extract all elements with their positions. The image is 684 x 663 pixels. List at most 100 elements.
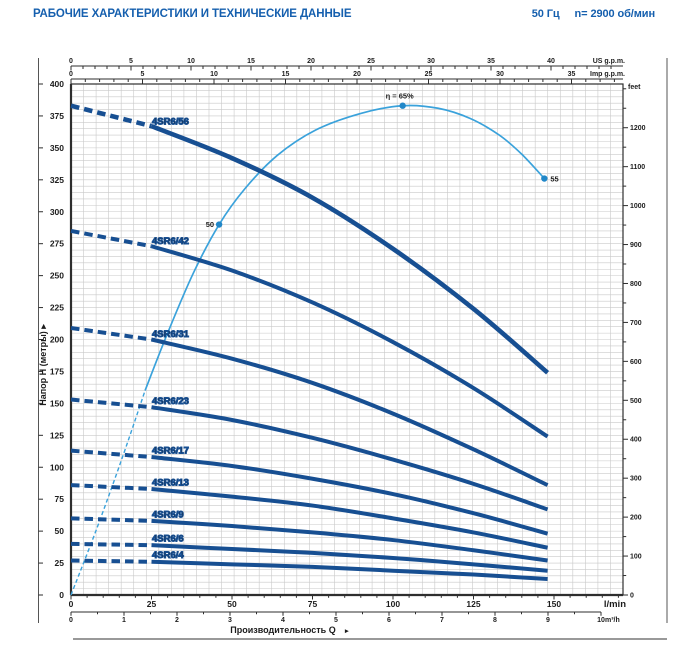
curve-label: 4SR6/9 [152,509,184,520]
tick-label: 2 [175,617,179,624]
series-4SR6-6: 4SR6/6 [70,533,548,573]
curve-label: 4SR6/31 [152,329,190,340]
tick-label: 35 [568,71,576,78]
efficiency-point [399,102,406,109]
axis-unit-label: US g.p.m. [593,58,625,65]
efficiency-marker-label: η = 65% [386,92,414,101]
tick-label: 75 [308,599,318,609]
tick-label: 20 [307,58,315,65]
tick-label: 300 [50,207,64,217]
axis-unit-label: feet [628,84,641,91]
chart-header: РАБОЧИЕ ХАРАКТЕРИСТИКИ И ТЕХНИЧЕСКИЕ ДАН… [0,8,684,20]
tick-label: 100 [630,554,642,561]
x-axis-title-label: Производительность Q [230,625,335,635]
tick-label: 900 [630,242,642,249]
frequency-label: 50 Гц [531,8,560,20]
efficiency-curve [70,104,545,596]
tick-label: 25 [425,71,433,78]
tick-label: 25 [55,558,65,568]
tick-label: 50 [227,599,237,609]
curve-solid [151,337,549,487]
axis-l-min: 0 25 50 75 100 125 150 l/min [69,595,626,610]
curve-solid [151,405,549,512]
tick-label: 5 [334,617,338,624]
axis-imp-gpm: 0 5 10 15 20 25 30 35 Imp g.p.m. [69,71,625,84]
tick-label: 1100 [630,164,645,171]
x-axis-arrow-icon: ▸ [344,628,349,635]
axis-m3-h: 0 1 2 3 4 5 6 7 8 9 10 m³/h [69,611,620,624]
curve-dashed [70,228,152,249]
efficiency-point [215,221,223,228]
tick-label: 25 [147,599,157,609]
tick-label: 0 [69,617,73,624]
tick-label: 150 [547,599,561,609]
tick-label: 100 [386,599,400,609]
y-axis-title: Напор H (метры) ▸ [38,324,48,406]
tick-label: 0 [69,599,74,609]
tick-label: 8 [493,617,497,624]
tick-label: 25 [367,58,375,65]
curve-dashed [70,103,153,129]
curve-dashed [70,558,152,564]
tick-label: 375 [50,111,64,121]
axis-us-gpm: 0 5 10 15 20 25 30 35 40 US g.p.m. [69,58,625,71]
tick-label: 400 [50,79,64,89]
tick-label: 0 [59,590,64,600]
tick-label: 15 [247,58,255,65]
tick-label: 9 [546,617,550,624]
curve-solid [150,244,549,439]
curve-dashed [70,448,152,460]
tick-label: 20 [353,71,361,78]
tick-label: 5 [141,71,145,78]
tick-label: 700 [630,320,642,327]
grid [71,84,623,595]
tick-label: 50 [55,526,65,536]
curve-solid [151,559,548,582]
tick-label: 200 [50,335,64,345]
tick-label: 1200 [630,125,646,132]
curve-solid [151,518,548,563]
frame-rules [38,58,668,640]
axis-feet: 0 100 200 300 400 500 600 700 800 900 1000 1100 1200… [623,84,646,600]
x-axis-title: Производительность Q ▸ [230,625,349,635]
series-4SR6-13: 4SR6/13 [70,477,548,550]
curve-label: 4SR6/13 [152,478,189,489]
tick-label: 125 [50,430,64,440]
tick-label: 10 [187,58,195,65]
speed-label: n= 2900 об/мин [574,8,656,20]
tick-label: 1 [122,617,126,624]
tick-label: 600 [630,359,642,366]
tick-label: 100 [50,462,64,472]
tick-label: 0 [69,58,73,65]
axis-unit-label: l/min [604,599,626,610]
tick-label: 75 [55,494,65,504]
series-curves: 4SR6/56 4SR6/42 4SR6/31 4SR6/23 4SR6/17 4SR6/… [70,103,550,582]
curve-label: 4SR6/17 [152,446,189,457]
curve-dashed [70,516,152,523]
tick-label: 800 [630,281,642,288]
series-4SR6-9: 4SR6/9 [70,509,548,563]
tick-label: 300 [630,476,642,483]
curve-dashed [70,326,152,342]
curve-solid [151,455,549,536]
tick-label: 200 [630,515,642,522]
tick-label: 30 [496,71,504,78]
tick-label: 5 [129,58,133,65]
efficiency-marker-label: 55 [550,175,558,184]
tick-label: 10 [597,617,605,624]
tick-label: 0 [69,71,73,78]
tick-label: 30 [427,58,435,65]
tick-label: 350 [50,143,64,153]
tick-label: 400 [630,437,642,444]
axis-unit-label: m³/h [605,617,620,624]
tick-label: 10 [210,71,218,78]
curve-label: 4SR6/56 [152,117,189,128]
tick-label: 500 [630,398,642,405]
tick-label: 0 [630,593,634,600]
axis-meters: 0 25 50 75 100 125 150 175 200 225 250 275 300 325 350… [38,79,65,600]
page-title: РАБОЧИЕ ХАРАКТЕРИСТИКИ И ТЕХНИЧЕСКИЕ ДАН… [33,8,352,20]
header-right: 50 Гц n= 2900 об/мин [532,8,655,20]
tick-label: 6 [387,617,391,624]
